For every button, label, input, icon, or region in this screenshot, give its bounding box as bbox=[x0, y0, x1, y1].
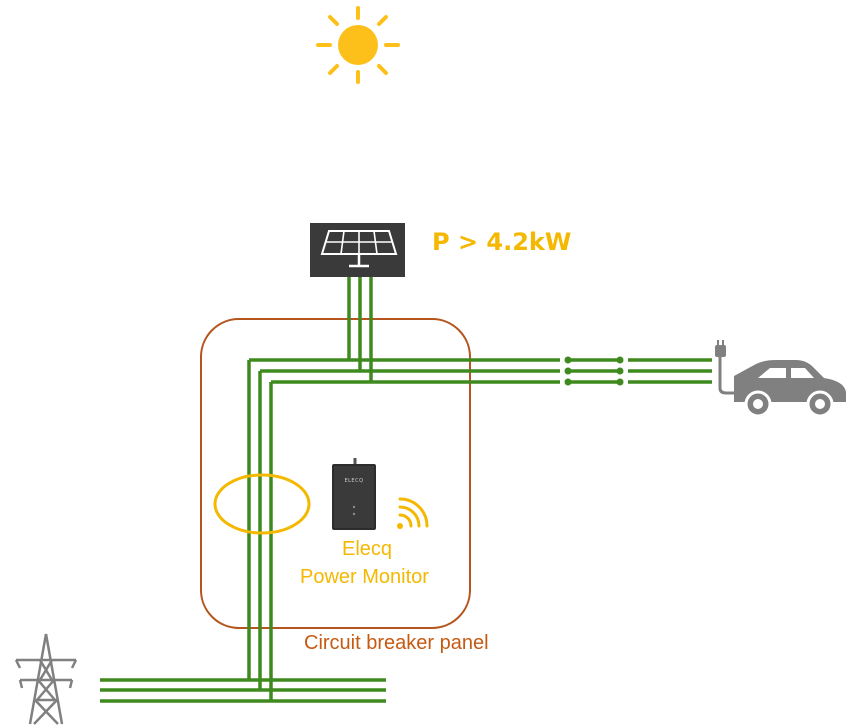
transmission-tower-icon bbox=[14, 633, 78, 725]
ev-plug-icon bbox=[707, 340, 736, 395]
current-sensor-ring bbox=[213, 473, 311, 535]
car-icon bbox=[734, 360, 846, 418]
monitor-type-label: Power Monitor bbox=[300, 566, 429, 588]
circuit-breaker-panel bbox=[200, 318, 471, 629]
circuit-breaker-panel-label: Circuit breaker panel bbox=[304, 632, 489, 654]
wifi-signal-icon bbox=[397, 497, 429, 529]
breaker-contacts bbox=[564, 356, 624, 386]
sun-icon bbox=[316, 6, 400, 84]
power-threshold-label: P > 4.2kW bbox=[432, 228, 572, 256]
power-monitor-device-icon: ELECQ bbox=[332, 458, 376, 530]
device-brand-text: ELECQ bbox=[344, 478, 363, 484]
monitor-name-label: Elecq bbox=[342, 538, 393, 560]
wiring bbox=[100, 276, 707, 703]
solar-panel-icon bbox=[310, 223, 405, 277]
